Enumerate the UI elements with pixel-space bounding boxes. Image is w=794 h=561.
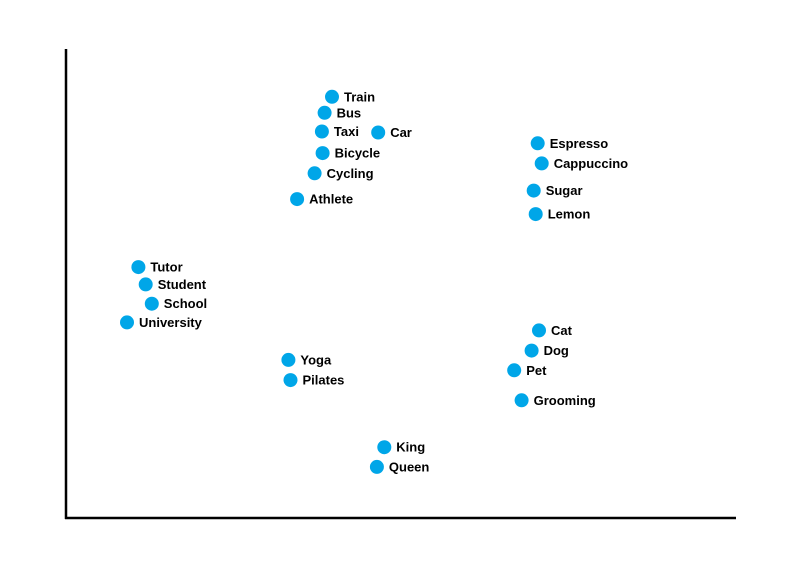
data-point: Tutor — [131, 260, 183, 275]
point-marker — [524, 343, 539, 358]
point-label: Tutor — [150, 260, 182, 275]
point-marker — [120, 315, 134, 330]
point-marker — [325, 89, 339, 104]
point-marker — [530, 136, 545, 151]
point-label: Taxi — [334, 124, 359, 139]
point-label: Espresso — [550, 136, 609, 151]
data-point: Athlete — [290, 192, 353, 207]
point-label: University — [139, 315, 203, 330]
point-marker — [290, 192, 305, 207]
point-label: Sugar — [546, 183, 583, 198]
point-label: Cat — [551, 323, 573, 338]
point-marker — [283, 373, 298, 388]
point-marker — [144, 296, 159, 311]
data-point: University — [120, 315, 203, 330]
data-point: Yoga — [281, 352, 332, 367]
point-marker — [138, 277, 153, 292]
point-label: Pet — [526, 363, 547, 378]
point-marker — [534, 156, 549, 171]
data-point: Cat — [532, 323, 573, 338]
data-point: School — [144, 296, 207, 311]
point-label: Athlete — [309, 192, 353, 207]
point-marker — [377, 440, 392, 455]
data-point: King — [377, 440, 425, 455]
point-label: Train — [344, 89, 375, 104]
point-marker — [532, 323, 546, 338]
point-marker — [371, 125, 386, 140]
point-marker — [131, 260, 146, 275]
data-point: Lemon — [528, 207, 591, 222]
data-point: Pet — [507, 363, 547, 378]
data-point: Train — [325, 89, 375, 104]
data-point: Student — [138, 277, 207, 292]
point-label: Yoga — [300, 352, 332, 367]
point-label: Student — [158, 277, 207, 292]
point-label: King — [396, 440, 425, 455]
point-label: School — [164, 296, 207, 311]
point-label: Car — [390, 125, 412, 140]
point-label: Dog — [544, 343, 569, 358]
point-label: Bicycle — [335, 146, 381, 161]
point-marker — [514, 393, 529, 408]
data-point: Taxi — [314, 124, 359, 139]
data-point: Bicycle — [315, 146, 381, 161]
data-point: Queen — [369, 459, 430, 474]
data-point: Car — [371, 125, 412, 140]
data-point: Pilates — [283, 373, 345, 388]
point-marker — [528, 207, 543, 222]
point-marker — [526, 183, 541, 198]
data-point: Grooming — [514, 393, 596, 408]
point-marker — [315, 146, 330, 161]
point-label: Cappuccino — [554, 156, 628, 171]
point-marker — [507, 363, 522, 378]
point-marker — [281, 352, 296, 367]
data-point: Bus — [317, 105, 362, 120]
point-label: Bus — [337, 105, 362, 120]
point-label: Cycling — [327, 166, 374, 181]
point-label: Lemon — [548, 207, 591, 222]
point-marker — [317, 105, 332, 120]
point-label: Grooming — [534, 393, 596, 408]
point-marker — [369, 459, 384, 474]
point-label: Pilates — [303, 373, 345, 388]
point-label: Queen — [389, 459, 430, 474]
data-point: Dog — [524, 343, 569, 358]
data-point: Cycling — [307, 166, 374, 181]
data-point: Sugar — [526, 183, 583, 198]
point-marker — [314, 124, 329, 139]
point-marker — [307, 166, 322, 181]
data-point: Espresso — [530, 136, 609, 151]
data-point: Cappuccino — [534, 156, 628, 171]
